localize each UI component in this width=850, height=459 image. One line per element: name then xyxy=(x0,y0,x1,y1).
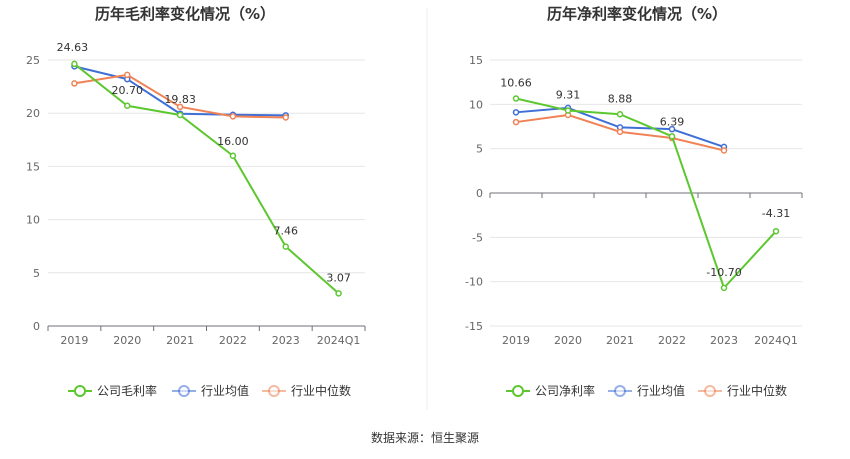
legend-marker xyxy=(74,385,86,397)
data-point xyxy=(616,128,624,136)
y-tick-label: 15 xyxy=(469,54,483,67)
data-label: 16.00 xyxy=(217,135,249,148)
data-point xyxy=(668,125,676,133)
data-source-note: 数据来源：恒生聚源 xyxy=(371,430,479,445)
y-tick-label: -15 xyxy=(465,320,483,333)
legend-label: 行业均值 xyxy=(201,383,249,398)
legend-marker xyxy=(704,385,716,397)
y-tick-label: 5 xyxy=(476,143,483,156)
data-label: -4.31 xyxy=(762,207,790,220)
series-line-0 xyxy=(73,63,340,295)
y-tick-label: 10 xyxy=(26,214,40,227)
y-tick-label: 0 xyxy=(33,320,40,333)
data-label: 10.66 xyxy=(500,76,532,89)
data-point xyxy=(564,107,572,114)
data-label: 20.70 xyxy=(112,84,144,97)
data-point xyxy=(512,118,520,126)
data-point xyxy=(616,111,624,118)
data-label: -10.70 xyxy=(706,266,741,279)
data-point xyxy=(229,152,237,160)
data-point xyxy=(71,80,78,87)
x-tick-label: 2024Q1 xyxy=(754,334,798,347)
data-point xyxy=(124,102,131,110)
x-tick-label: 2024Q1 xyxy=(317,334,361,347)
data-point xyxy=(229,113,237,120)
data-label: 8.88 xyxy=(608,92,633,105)
x-tick-label: 2023 xyxy=(272,334,300,347)
chart-title-gross-margin: 历年毛利率变化情况（%） xyxy=(95,5,275,23)
x-tick-label: 2021 xyxy=(606,334,634,347)
legend-label: 行业中位数 xyxy=(291,383,351,398)
x-tick-label: 2020 xyxy=(554,334,582,347)
data-label: 7.46 xyxy=(274,225,299,238)
data-point xyxy=(282,114,289,121)
series-line-0 xyxy=(515,97,777,289)
y-tick-label: 15 xyxy=(26,160,40,173)
data-label: 9.31 xyxy=(556,88,581,101)
legend-marker xyxy=(512,385,524,397)
gross-margin-chart: 0 5 10 15 20 25 2019 2020 2021 2022 2023 2024Q1 24.6… xyxy=(26,41,366,398)
y-tick-label: 0 xyxy=(476,187,483,200)
legend-label: 行业中位数 xyxy=(727,383,787,398)
legend-label: 公司毛利率 xyxy=(97,383,157,398)
data-point xyxy=(720,147,728,154)
data-point xyxy=(512,109,520,116)
data-label: 19.83 xyxy=(164,93,196,106)
legend-marker xyxy=(268,385,280,397)
data-label: 24.63 xyxy=(57,41,89,54)
legend-marker xyxy=(614,385,626,397)
legend-marker xyxy=(178,385,190,397)
y-tick-label: 5 xyxy=(33,267,40,280)
x-tick-label: 2019 xyxy=(502,334,530,347)
x-tick-label: 2022 xyxy=(219,334,247,347)
data-point xyxy=(720,284,728,292)
y-tick-label: -5 xyxy=(472,231,483,244)
data-point xyxy=(772,227,780,235)
data-point xyxy=(668,133,676,140)
chart-title-net-margin: 历年净利率变化情况（%） xyxy=(547,5,727,23)
data-point xyxy=(176,111,184,119)
y-tick-label: 25 xyxy=(26,54,40,67)
data-point xyxy=(71,60,78,68)
legend-label: 公司净利率 xyxy=(535,383,595,398)
x-tick-label: 2019 xyxy=(60,334,88,347)
x-tick-label: 2022 xyxy=(658,334,686,347)
x-tick-label: 2020 xyxy=(113,334,141,347)
y-tick-label: 10 xyxy=(469,98,483,111)
data-point xyxy=(282,243,289,250)
data-point xyxy=(335,290,342,297)
net-margin-chart: -15 -10 -5 0 5 10 15 2019 2020 2021 2022 2023 2024Q1… xyxy=(465,54,803,398)
data-point xyxy=(176,103,184,111)
legend-label: 行业均值 xyxy=(637,383,685,398)
data-label: 3.07 xyxy=(326,271,351,284)
data-point xyxy=(512,95,520,102)
y-tick-label: -10 xyxy=(465,276,483,289)
data-point xyxy=(124,71,131,79)
data-label: 6.39 xyxy=(660,115,685,128)
x-tick-label: 2023 xyxy=(710,334,738,347)
x-tick-label: 2021 xyxy=(166,334,194,347)
y-tick-label: 20 xyxy=(26,107,40,120)
